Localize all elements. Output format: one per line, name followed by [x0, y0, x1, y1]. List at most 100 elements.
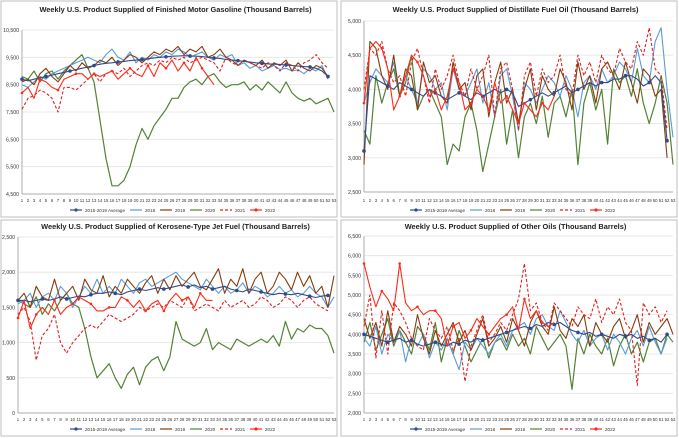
- x-tick-label: 2: [369, 417, 372, 422]
- x-tick-label: 16: [451, 417, 456, 422]
- data-point: [180, 299, 184, 302]
- legend-item: 2021: [220, 427, 246, 432]
- x-tick-label: 32: [546, 198, 551, 203]
- legend-label: 2021: [235, 208, 246, 213]
- x-tick-label: 26: [510, 198, 515, 203]
- series-line-2020: [21, 54, 335, 187]
- x-tick-label: 50: [653, 198, 658, 203]
- x-tick-label: 50: [313, 417, 318, 422]
- legend-item: 2021: [560, 208, 586, 213]
- data-point: [56, 88, 60, 92]
- x-tick-label: 42: [265, 417, 270, 422]
- data-point: [186, 285, 190, 289]
- x-tick-label: 33: [212, 198, 217, 203]
- x-tick-label: 15: [445, 417, 450, 422]
- legend-label: 2021: [575, 208, 586, 213]
- legend-item: 2019: [160, 208, 186, 213]
- y-tick-label: 3,000: [348, 156, 361, 162]
- data-point: [64, 297, 69, 301]
- data-point: [576, 330, 580, 335]
- x-tick-label: 47: [635, 417, 640, 422]
- x-tick-label: 5: [41, 417, 44, 422]
- x-tick-label: 44: [617, 417, 622, 422]
- x-tick-label: 3: [375, 198, 378, 203]
- x-tick-label: 4: [35, 417, 38, 422]
- x-tick-label: 19: [125, 417, 130, 422]
- data-point: [308, 65, 312, 69]
- x-tick-label: 14: [98, 198, 103, 203]
- data-point: [236, 58, 240, 63]
- y-tick-label: 5,500: [6, 165, 19, 171]
- legend-label: 2018: [145, 208, 156, 213]
- x-tick-label: 2: [369, 198, 372, 203]
- data-point: [116, 60, 120, 64]
- y-tick-label: 500: [6, 376, 15, 382]
- data-point: [137, 287, 142, 291]
- x-tick-label: 22: [146, 198, 151, 203]
- data-point: [528, 97, 533, 102]
- x-tick-label: 34: [558, 198, 563, 203]
- legend-label: 2020: [205, 427, 216, 432]
- legend-item: 2018: [470, 208, 496, 213]
- x-tick-label: 41: [599, 198, 604, 203]
- x-tick-label: 5: [387, 198, 390, 203]
- data-point: [20, 77, 24, 81]
- data-point: [162, 287, 166, 291]
- x-tick-label: 45: [284, 198, 289, 203]
- x-tick-label: 25: [504, 198, 509, 203]
- legend-item: 2015-2019 Average: [70, 427, 125, 432]
- legend-item: 2021: [220, 208, 246, 213]
- data-point: [188, 54, 192, 58]
- y-tick-label: 3,500: [348, 352, 361, 358]
- x-tick-label: 31: [198, 417, 203, 422]
- data-point: [326, 293, 330, 298]
- data-point: [16, 298, 20, 303]
- x-tick-label: 24: [498, 198, 503, 203]
- x-tick-label: 29: [188, 198, 193, 203]
- x-tick-label: 42: [605, 198, 610, 203]
- data-point: [523, 101, 526, 105]
- legend-item: 2018: [130, 208, 156, 213]
- x-tick-label: 46: [289, 417, 294, 422]
- x-tick-label: 5: [45, 198, 48, 203]
- data-point: [284, 63, 288, 67]
- x-tick-label: 17: [457, 198, 462, 203]
- series-line-2020: [17, 292, 335, 389]
- x-tick-label: 40: [593, 198, 598, 203]
- x-tick-label: 25: [504, 417, 509, 422]
- x-tick-label: 52: [326, 198, 331, 203]
- data-point: [385, 84, 390, 88]
- x-tick-label: 38: [240, 417, 245, 422]
- series-line-2015-2019-average: [21, 55, 329, 82]
- data-point: [647, 80, 652, 85]
- x-tick-label: 9: [410, 417, 413, 422]
- x-tick-label: 32: [204, 417, 209, 422]
- legend-label: 2022: [265, 427, 276, 432]
- x-tick-label: 1: [21, 198, 24, 203]
- legend-label: 2015-2019 Average: [85, 208, 125, 213]
- x-tick-label: 15: [101, 417, 106, 422]
- data-point: [107, 306, 111, 309]
- legend-item: 2021: [560, 427, 586, 432]
- data-point: [307, 294, 312, 298]
- x-tick-label: 3: [29, 417, 32, 422]
- x-tick-label: 43: [611, 198, 616, 203]
- x-tick-label: 38: [581, 417, 586, 422]
- legend-item: 2022: [590, 427, 616, 432]
- x-tick-label: 33: [552, 198, 557, 203]
- y-tick-label: 2,500: [2, 235, 15, 241]
- x-tick-label: 10: [415, 198, 420, 203]
- x-tick-label: 19: [128, 198, 133, 203]
- data-point: [164, 66, 168, 70]
- x-tick-label: 24: [498, 417, 503, 422]
- x-tick-label: 39: [587, 198, 592, 203]
- x-tick-label: 24: [155, 417, 160, 422]
- legend-item: 2019: [500, 208, 526, 213]
- x-tick-label: 37: [576, 417, 581, 422]
- data-point: [487, 333, 491, 336]
- x-tick-label: 6: [393, 198, 396, 203]
- x-tick-label: 17: [457, 417, 462, 422]
- x-tick-label: 21: [140, 198, 145, 203]
- data-point: [433, 340, 438, 345]
